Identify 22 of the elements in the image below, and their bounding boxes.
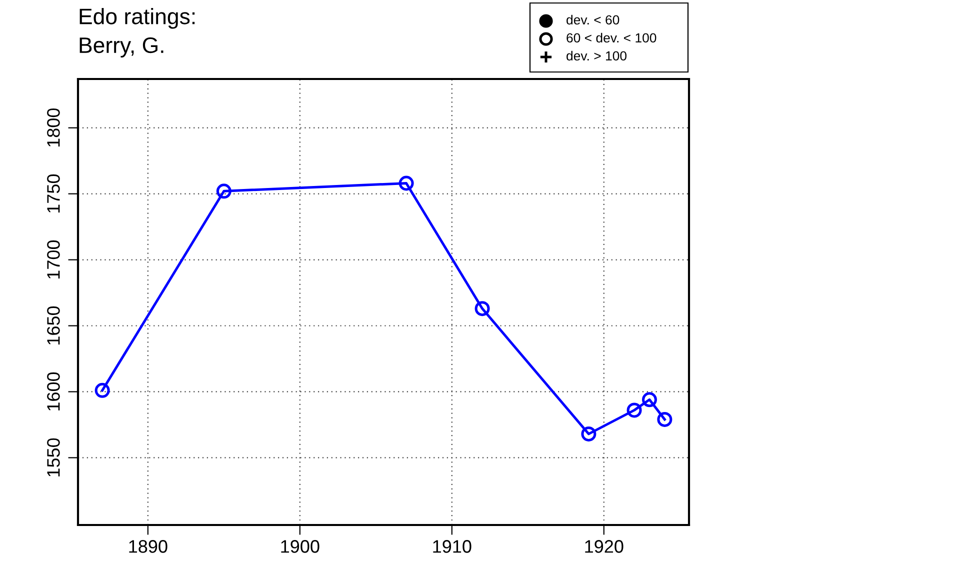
y-tick-label: 1600 [47,372,60,410]
text: 60 < dev. < 100 [566,32,656,43]
point [581,426,596,442]
point [657,412,672,427]
point [474,301,490,316]
x-tick-label: 1890 [129,540,168,553]
point [642,392,657,408]
point [216,184,232,199]
y-tick-label: 1650 [47,306,60,344]
point [626,402,642,418]
text: dev. < 60 [566,14,620,25]
y-tick-label: 1700 [47,240,60,278]
y-tick-label: 1550 [47,438,60,476]
chart-title: Edo ratings: Berry, G. [80,8,195,58]
x-tick-label: 1910 [433,540,472,553]
y-tick-label: 1750 [47,174,60,213]
x-tick-label: 1920 [585,540,624,553]
y-tick-label: 1800 [47,108,60,147]
x-tick-label: 1900 [281,540,320,553]
point [398,176,414,191]
text: dev. > 100 [566,50,626,61]
point [94,382,110,398]
